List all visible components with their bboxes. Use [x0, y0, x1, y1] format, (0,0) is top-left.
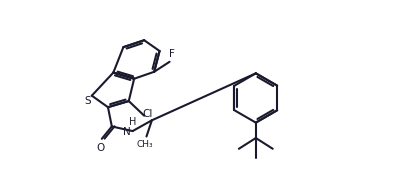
Text: Cl: Cl: [143, 109, 153, 119]
Text: S: S: [84, 96, 91, 106]
Text: O: O: [96, 143, 104, 153]
Text: F: F: [168, 49, 175, 59]
Text: CH₃: CH₃: [136, 140, 153, 149]
Text: H: H: [129, 117, 136, 127]
Text: N: N: [122, 127, 130, 137]
